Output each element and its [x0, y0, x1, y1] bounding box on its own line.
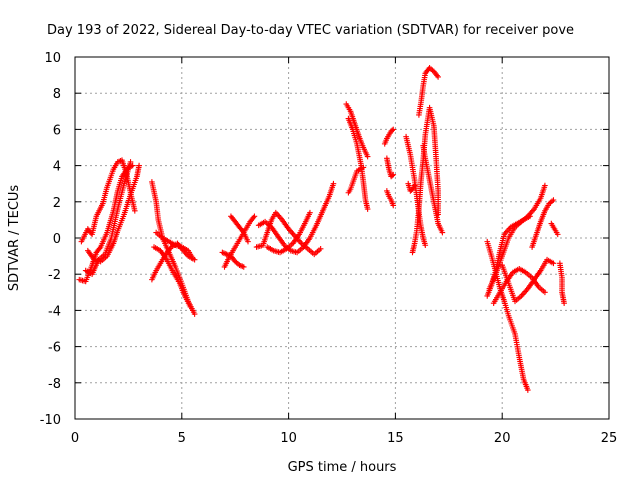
data-point [389, 172, 395, 179]
data-point [127, 159, 134, 165]
x-tick-label: 0 [71, 431, 79, 446]
series-arc-6 [151, 244, 194, 310]
data-point [554, 231, 561, 238]
y-tick-label: 4 [53, 160, 61, 175]
data-point [360, 164, 367, 171]
data-point [550, 260, 557, 267]
series-arc-20 [384, 188, 397, 209]
series-arc-11 [228, 213, 251, 245]
series-arc-4 [82, 159, 134, 277]
data-point [439, 229, 446, 236]
y-tick-label: -8 [48, 377, 61, 392]
x-tick-label: 15 [387, 431, 404, 446]
series-arc-2 [78, 157, 138, 245]
data-point [422, 242, 429, 249]
y-tick-label: 2 [53, 196, 61, 211]
series-arc-24 [416, 65, 441, 118]
data-point [542, 182, 548, 189]
series-arc-19 [384, 155, 397, 180]
data-point [435, 74, 441, 80]
x-tick-label: 10 [280, 431, 297, 446]
data-point [187, 303, 194, 310]
series-arc-13 [255, 180, 337, 256]
y-tick-label: -2 [48, 268, 61, 283]
series-arc-8 [153, 229, 196, 261]
data-point [136, 162, 142, 169]
data-point [132, 208, 138, 214]
data-point [364, 206, 371, 212]
series-arc-14 [264, 209, 313, 256]
y-tick-label: 0 [53, 232, 61, 247]
data-point [411, 182, 418, 189]
data-point [550, 197, 557, 203]
data-point [525, 387, 531, 393]
series-arc-16 [345, 115, 371, 212]
y-tick-label: -10 [40, 413, 61, 428]
data-point [330, 180, 337, 187]
x-tick-label: 5 [178, 431, 186, 446]
y-tick-label: -4 [48, 304, 61, 319]
y-tick-label: 6 [53, 123, 61, 138]
series-arc-9 [221, 213, 258, 270]
series-arc-28 [486, 182, 548, 292]
y-axis-label: SDTVAR / TECUs [7, 185, 22, 292]
data-point [390, 202, 397, 209]
series-arc-15 [343, 101, 371, 160]
data-point [542, 289, 548, 296]
x-tick-label: 25 [601, 431, 618, 446]
series-arc-32 [548, 220, 561, 238]
series-arc-18 [381, 126, 397, 147]
x-tick-label: 20 [494, 431, 511, 446]
data-point [561, 300, 567, 306]
series-arc-33 [557, 260, 567, 306]
data-point [390, 171, 397, 178]
data-point [189, 255, 196, 261]
data-point [389, 127, 395, 134]
data-point [317, 246, 324, 252]
data-point [307, 209, 313, 216]
data-point [245, 238, 251, 245]
series-arc-10 [219, 249, 247, 270]
data-point [251, 213, 258, 220]
x-axis-label: GPS time / hours [288, 460, 397, 475]
series-arc-30 [499, 256, 557, 305]
series-arc-25 [420, 142, 446, 236]
data-point [240, 264, 247, 270]
data-layer [76, 65, 567, 393]
data-point [364, 153, 371, 160]
y-tick-label: 10 [44, 51, 61, 66]
y-tick-label: -6 [48, 341, 61, 356]
grid-layer [75, 57, 609, 419]
data-point [390, 126, 397, 133]
series-arc-22 [405, 180, 418, 194]
y-tick-label: 8 [53, 87, 61, 102]
data-point [191, 311, 198, 317]
tick-layer: 0 5 10 15 20 25 -10 -8 -6 -4 -2 0 2 4 6 8 10 [40, 51, 618, 446]
chart-title: Day 193 of 2022, Sidereal Day-to-day VTE… [47, 23, 574, 38]
series-arc-31 [529, 197, 557, 250]
series-arc-17 [345, 164, 367, 196]
series-arc-26 [484, 238, 531, 393]
